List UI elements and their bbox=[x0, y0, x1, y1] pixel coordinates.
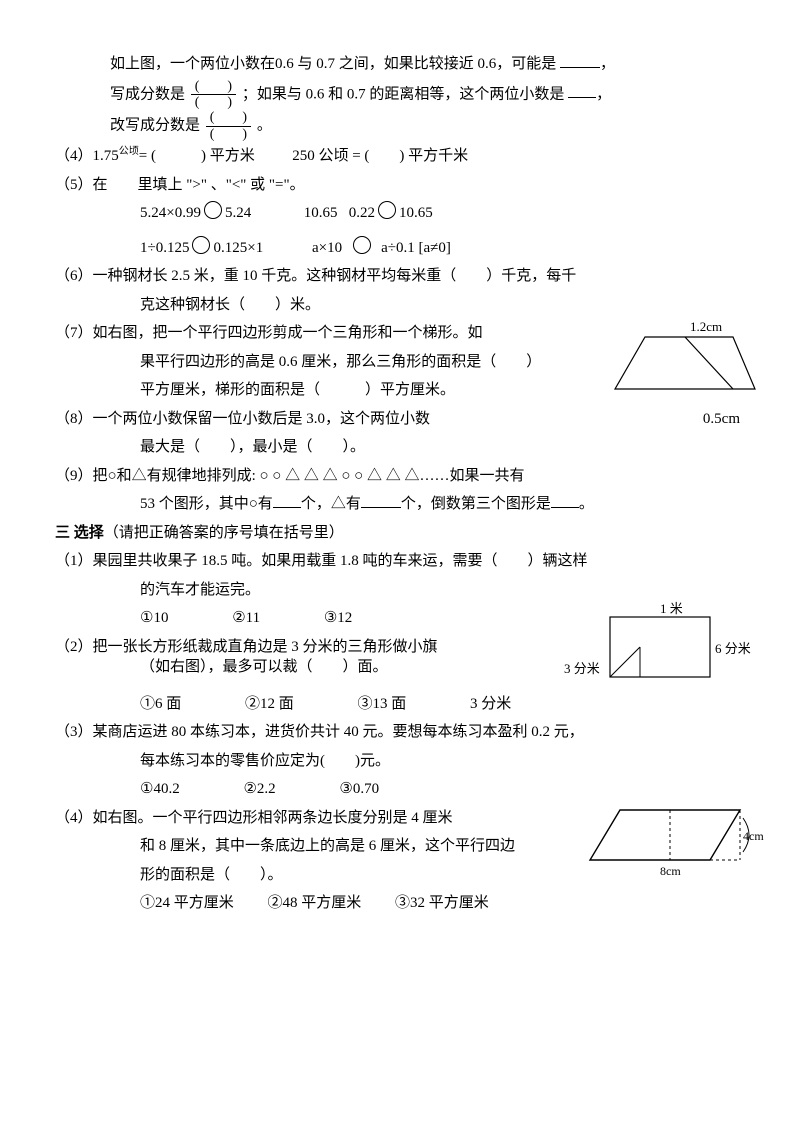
trapezoid-icon bbox=[615, 337, 755, 389]
t: 1÷0.125 bbox=[140, 240, 189, 256]
t: （如右图），最多可以裁（ ）面。 bbox=[140, 659, 388, 675]
blank[interactable] bbox=[560, 52, 600, 68]
option-1[interactable]: ①6 面 bbox=[140, 690, 181, 719]
t: = ( ) 平方米 bbox=[139, 148, 255, 164]
intro-l1: 如上图，一个两位小数在0.6 与 0.7 之间，如果比较接近 0.6，可能是 ， bbox=[55, 50, 750, 79]
t: 。 bbox=[579, 496, 594, 512]
q6-l1: （6）一种钢材长 2.5 米，重 10 千克。这种钢材平均每米重（ ）千克，每千 bbox=[55, 262, 750, 291]
c4-block: （4）如右图。一个平行四边形相邻两条边长度分别是 4 厘米 和 8 厘米，其中一… bbox=[55, 804, 750, 918]
q8-num: （8） bbox=[55, 411, 93, 427]
c3-num: （3） bbox=[55, 724, 93, 740]
t: 一个两位小数保留一位小数后是 3.0，这个两位小数 bbox=[93, 411, 431, 427]
t: 个，△有 bbox=[301, 496, 361, 512]
option-2[interactable]: ②48 平方厘米 bbox=[268, 889, 362, 918]
t: 0.125×1 bbox=[213, 240, 263, 256]
label: 4cm bbox=[743, 829, 764, 843]
t: 1.75 bbox=[93, 148, 119, 164]
t: 如右图。一个平行四边形相邻两条边长度分别是 4 厘米 bbox=[93, 810, 453, 826]
q6-l2: 克这种钢材长（ ）米。 bbox=[55, 291, 750, 320]
option-1[interactable]: ①24 平方厘米 bbox=[140, 889, 234, 918]
t: 一种钢材长 2.5 米，重 10 千克。这种钢材平均每米重（ ）千克，每千 bbox=[93, 268, 577, 284]
q9-num: （9） bbox=[55, 468, 93, 484]
circle-blank[interactable] bbox=[378, 201, 396, 219]
t: 最大是（ ），最小是（ ）。 bbox=[55, 433, 750, 462]
c4-num: （4） bbox=[55, 810, 93, 826]
q5-title: （5）在 里填上 ">" 、"<" 或 "="。 bbox=[55, 171, 750, 200]
t: a×10 bbox=[312, 240, 342, 256]
label: 1.2cm bbox=[690, 319, 722, 334]
diag bbox=[610, 647, 640, 677]
t: 改写成分数是 bbox=[110, 118, 200, 134]
label: 6 分米 bbox=[715, 641, 751, 656]
blank[interactable] bbox=[551, 492, 579, 508]
t: 三 选择 bbox=[55, 525, 104, 541]
q6-num: （6） bbox=[55, 268, 93, 284]
q5-r2: 1÷0.125 0.125×1 a×10 a÷0.1 [a≠0] bbox=[55, 234, 750, 263]
q7-num: （7） bbox=[55, 325, 93, 341]
t: 10.65 bbox=[304, 205, 338, 221]
t: ， bbox=[600, 56, 615, 72]
option-2[interactable]: ②2.2 bbox=[243, 775, 275, 804]
option-1[interactable]: ①40.2 bbox=[140, 775, 180, 804]
q8-block: （8）一个两位小数保留一位小数后是 3.0，这个两位小数 0.5cm 最大是（ … bbox=[55, 405, 750, 462]
blank[interactable] bbox=[568, 82, 596, 98]
t: ， bbox=[596, 86, 611, 102]
intro-l3: 改写成分数是 ( )( ) 。 bbox=[55, 110, 750, 142]
t: ；如果与 0.6 和 0.7 的距离相等，这个两位小数是 bbox=[242, 86, 565, 102]
rect-icon bbox=[610, 617, 710, 677]
t: 53 个图形，其中○有 bbox=[140, 496, 273, 512]
diagonal bbox=[685, 337, 733, 389]
t: 在 里填上 ">" 、"<" 或 "="。 bbox=[93, 177, 305, 193]
t: 如右图，把一个平行四边形剪成一个三角形和一个梯形。如 bbox=[93, 325, 483, 341]
option-3[interactable]: ③0.70 bbox=[339, 775, 379, 804]
label: 0.5cm bbox=[703, 405, 740, 434]
t: 果园里共收果子 18.5 吨。如果用载重 1.8 吨的车来运，需要（ ）辆这样 bbox=[93, 553, 588, 569]
blank[interactable] bbox=[273, 492, 301, 508]
option-3[interactable]: ③13 面 bbox=[358, 690, 407, 719]
intro-l2: 写成分数是 ( )( ) ；如果与 0.6 和 0.7 的距离相等，这个两位小数… bbox=[55, 79, 750, 111]
section-3-title: 三 选择（请把正确答案的序号填在括号里） bbox=[55, 519, 750, 548]
c2-num: （2） bbox=[55, 639, 93, 655]
circle-blank[interactable] bbox=[192, 236, 210, 254]
q4-num: （4） bbox=[55, 148, 93, 164]
q4: （4）1.75公顷= ( ) 平方米 250 公顷 = ( ) 平方千米 bbox=[55, 142, 750, 171]
t: 10.65 bbox=[399, 205, 433, 221]
t: 250 公顷 = ( ) 平方千米 bbox=[292, 148, 468, 164]
q9-l2: 53 个图形，其中○有 个，△有 个，倒数第三个图形是 。 bbox=[55, 490, 750, 519]
t: 如上图，一个两位小数在 bbox=[110, 56, 275, 72]
rectangle-figure: 1 米 6 分米 3 分米 bbox=[560, 601, 760, 707]
q5-num: （5） bbox=[55, 177, 93, 193]
q5-r1: 5.24×0.99 5.24 10.65 0.22 10.65 bbox=[55, 199, 750, 228]
t: 把○和△有规律地排列成: ○ ○ △ △ △ ○ ○ △ △ △……如果一共有 bbox=[93, 468, 525, 484]
t: 某商店运进 80 本练习本，进货价共计 40 元。要想每本练习本盈利 0.2 元… bbox=[93, 724, 584, 740]
fraction-blank[interactable]: ( )( ) bbox=[206, 110, 251, 142]
label: 1 米 bbox=[660, 601, 683, 616]
t: 写成分数是 bbox=[110, 86, 185, 102]
c1-num: （1） bbox=[55, 553, 93, 569]
t: 每本练习本的零售价应定为( )元。 bbox=[55, 747, 750, 776]
label: 3 分米 bbox=[564, 661, 600, 676]
t: 5.24×0.99 bbox=[140, 205, 201, 221]
label: 3 分米 bbox=[470, 690, 511, 719]
blank[interactable] bbox=[361, 492, 401, 508]
t: 0.22 bbox=[349, 205, 375, 221]
t: 个，倒数第三个图形是 bbox=[401, 496, 551, 512]
fraction-blank[interactable]: ( )( ) bbox=[191, 79, 236, 111]
parallelogram-icon bbox=[590, 810, 740, 860]
circle-blank[interactable] bbox=[204, 201, 222, 219]
t: a÷0.1 [a≠0] bbox=[381, 240, 451, 256]
parallelogram-figure: 4cm 8cm bbox=[580, 800, 770, 901]
q9-l1: （9）把○和△有规律地排列成: ○ ○ △ △ △ ○ ○ △ △ △……如果一… bbox=[55, 462, 750, 491]
q7-block: （7）如右图，把一个平行四边形剪成一个三角形和一个梯形。如 果平行四边形的高是 … bbox=[55, 319, 750, 405]
t: 0.6 与 0.7 之间，如果比较接近 0.6，可能是 bbox=[275, 56, 556, 72]
label: 8cm bbox=[660, 864, 681, 878]
t: 。 bbox=[257, 118, 272, 134]
trapezoid-figure: 1.2cm bbox=[605, 319, 760, 410]
option-2[interactable]: ②12 面 bbox=[245, 690, 294, 719]
t: （请把正确答案的序号填在括号里） bbox=[104, 525, 344, 541]
t: 5.24 bbox=[225, 205, 251, 221]
c2-block: （2）把一张长方形纸裁成直角边是 3 分米的三角形做小旗 （如右图），最多可以裁… bbox=[55, 605, 750, 719]
option-3[interactable]: ③32 平方厘米 bbox=[395, 889, 489, 918]
circle-blank[interactable] bbox=[353, 236, 371, 254]
